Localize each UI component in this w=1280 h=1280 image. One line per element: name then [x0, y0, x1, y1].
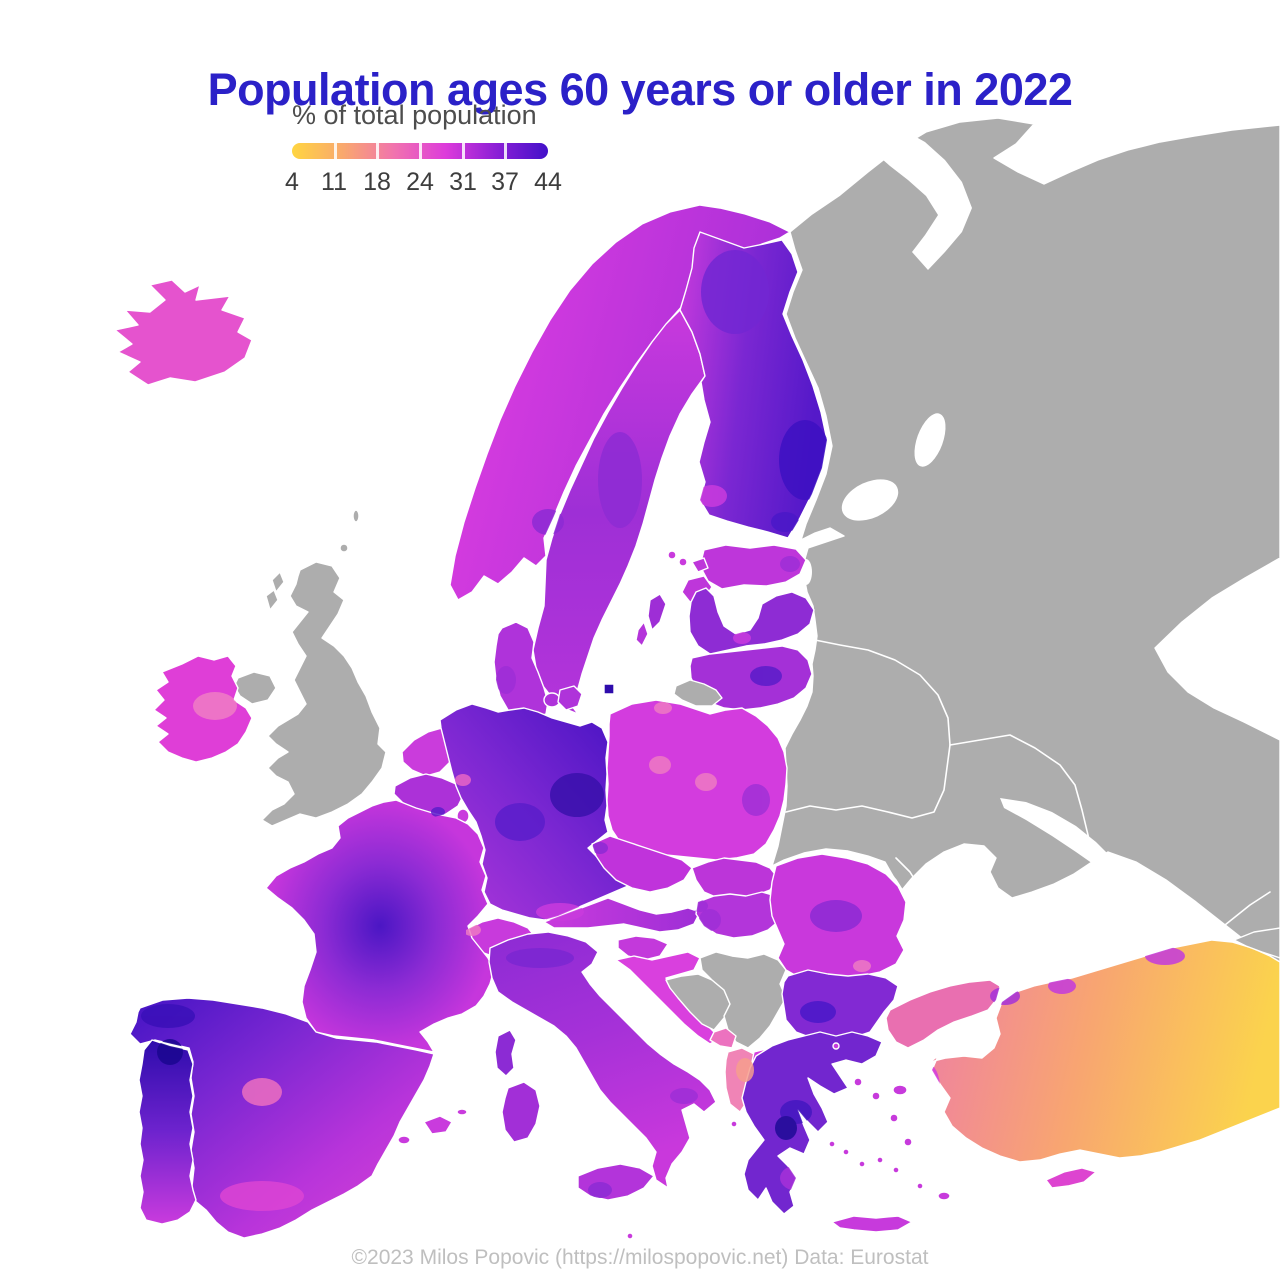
region-portugal	[139, 1040, 196, 1224]
region-bulgaria	[782, 970, 898, 1040]
region-sardinia	[502, 1082, 540, 1142]
region-montenegro	[710, 1028, 736, 1048]
region-italy	[489, 932, 716, 1188]
credit-caption: ©2023 Milos Popovic (https://milospopovi…	[351, 1246, 929, 1269]
border-georgia-russia	[1225, 892, 1270, 925]
legend-tick: 24	[406, 168, 434, 196]
region-aland	[668, 551, 676, 559]
border-moldova-west	[884, 866, 912, 910]
region-greece	[742, 1032, 882, 1214]
legend: % of total population 4 11 18 24 31 37 4…	[285, 100, 572, 196]
legend-tick: 4	[285, 168, 299, 196]
region-bornholm	[604, 684, 614, 694]
region-czechia	[592, 836, 692, 892]
region-hebrides-nodata	[266, 572, 284, 610]
region-cyprus	[1046, 1168, 1096, 1188]
legend-tick: 18	[363, 168, 391, 196]
region-kaliningrad-nodata	[674, 680, 722, 706]
region-zealand	[558, 686, 582, 710]
region-crete	[832, 1216, 912, 1232]
lake-ladoga	[841, 479, 899, 521]
legend-ticks: 4 11 18 24 31 37 44	[285, 168, 562, 196]
page-title: Population ages 60 years or older in 202…	[207, 64, 1073, 116]
legend-color-bar	[292, 143, 548, 159]
region-turkey-anatolia	[930, 940, 1280, 1162]
region-estonia	[700, 545, 806, 589]
lake-onega	[914, 413, 946, 467]
border-moldova-east	[896, 858, 928, 902]
region-uk-nodata	[262, 562, 386, 826]
region-oland	[636, 622, 648, 646]
region-georgia-nodata	[1234, 928, 1280, 958]
region-balearic-islands	[398, 1109, 467, 1144]
region-aegean-islands	[731, 1043, 950, 1200]
legend-tick: 37	[491, 168, 519, 196]
sea-of-azov	[1000, 798, 1112, 866]
legend-label: % of total population	[292, 100, 537, 130]
region-orkney-nodata	[340, 544, 348, 552]
region-malta	[627, 1233, 633, 1239]
white-sea	[874, 128, 972, 270]
legend-tick: 44	[534, 168, 562, 196]
legend-tick: 11	[321, 168, 347, 196]
region-hiiumaa	[692, 558, 708, 572]
region-funen	[544, 693, 560, 707]
border-russia-ukraine	[950, 735, 1092, 855]
legend-tick: 31	[449, 168, 477, 196]
region-corsica	[495, 1030, 516, 1076]
border-belarus-ukraine	[786, 745, 950, 818]
region-turkish-thrace	[886, 980, 1000, 1048]
region-northern-ireland-nodata	[234, 672, 276, 704]
border-russia-belarus	[815, 640, 950, 745]
region-aland-2	[679, 558, 687, 566]
region-russia-belarus-ukraine-nodata	[772, 118, 1280, 966]
region-shetland-nodata	[353, 510, 359, 522]
region-sicily	[578, 1164, 654, 1200]
region-iceland	[115, 280, 252, 385]
region-france	[266, 800, 494, 1052]
region-latvia	[689, 588, 814, 654]
region-gotland	[648, 594, 666, 630]
region-slovenia	[618, 936, 668, 960]
region-serbia-nodata	[700, 952, 786, 1048]
